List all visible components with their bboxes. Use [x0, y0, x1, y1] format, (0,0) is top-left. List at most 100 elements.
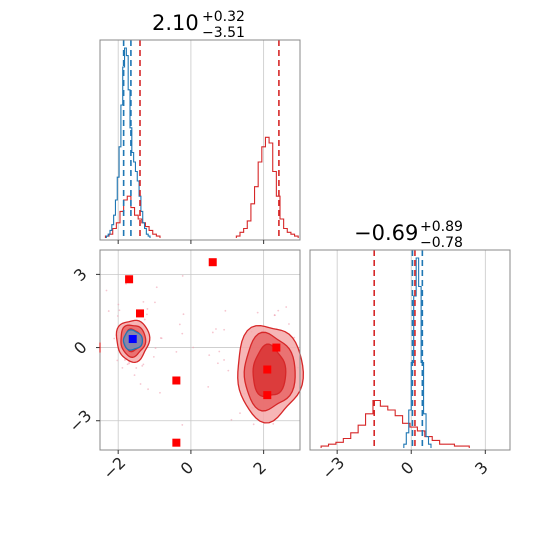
red-marker-0	[125, 275, 134, 284]
scatter-point-32	[135, 367, 138, 369]
scatter-point-158	[128, 362, 131, 365]
scatter-point-164	[175, 350, 178, 353]
red-marker-1	[136, 309, 144, 318]
title-top-left-minus: −3.51	[202, 25, 245, 41]
bottom-left-xtick-label-0: −2	[99, 453, 129, 483]
bottom-right-blue-histogram-0	[403, 257, 432, 448]
scatter-point-169	[155, 286, 158, 289]
top-left-red-histogram-1	[235, 136, 299, 238]
grid-lines-top-left	[117, 40, 265, 240]
title-bottom-right-value: −0.69	[354, 221, 418, 245]
scatter-point-5	[133, 374, 136, 376]
bottom-left-xtick-label-1: 0	[177, 458, 198, 479]
scatter-point-55	[121, 366, 124, 369]
title-bottom-right-plus: +0.89	[420, 219, 463, 235]
scatter-point-175	[256, 311, 259, 314]
frame-bottom-right	[309, 249, 511, 451]
scatter-point-167	[218, 350, 221, 353]
scatter-point-173	[147, 388, 149, 391]
scatter-point-23	[118, 309, 121, 312]
scatter-point-168	[178, 323, 181, 326]
top-left-blue-histogram-0	[105, 47, 151, 238]
scatter-point-30	[142, 300, 145, 303]
scatter-point-160	[181, 275, 184, 277]
panel-bottom-left: −2 0 2 3 0 −3	[65, 249, 304, 483]
bottom-left-xtick-label-2: 2	[249, 458, 270, 479]
scatter-point-163	[224, 309, 227, 312]
bottom-left-ytick-label-1: 0	[70, 338, 91, 359]
markers-bottom-left	[125, 258, 281, 447]
scatter-point-154	[273, 314, 276, 316]
scatter-point-143	[223, 359, 225, 361]
title-top-left-value: 2.10	[152, 11, 199, 35]
scatter-point-161	[139, 383, 142, 385]
title-bottom-right-minus: −0.78	[420, 235, 463, 251]
histograms-bottom-right	[320, 257, 470, 448]
title-top-left-plus: +0.32	[202, 9, 245, 25]
scatter-point-172	[216, 362, 219, 365]
bottom-right-xtick-label-0: −3	[318, 453, 348, 483]
scatter-point-62	[125, 282, 127, 285]
quantile-lines-top-left	[122, 40, 280, 240]
scatter-point-159	[215, 328, 217, 330]
scatter-point-177	[159, 337, 162, 339]
scatter-point-70	[293, 336, 296, 339]
scatter-point-29	[105, 289, 108, 292]
scatter-point-0	[181, 332, 184, 335]
scatter-point-135	[288, 323, 290, 325]
panel-bottom-right: −3 0 3 −0.69 +0.89 −0.78	[309, 219, 511, 483]
red-marker-4	[172, 438, 181, 447]
red-marker-6	[263, 391, 272, 400]
scatter-point-133	[252, 423, 255, 426]
scatter-point-47	[141, 364, 144, 367]
scatter-point-34	[146, 308, 149, 310]
scatter-point-155	[181, 424, 184, 426]
ticks-top-left	[117, 240, 265, 244]
scatter-point-59	[142, 363, 145, 366]
scatter-point-54	[143, 318, 146, 321]
scatter-point-180	[208, 354, 211, 357]
scatter-point-157	[116, 315, 119, 317]
histograms-top-left	[104, 47, 299, 238]
scatter-point-53	[154, 301, 156, 304]
scatter-point-174	[227, 369, 230, 372]
scatter-point-166	[117, 303, 120, 306]
scatter-point-179	[159, 391, 161, 394]
scatter-point-31	[154, 347, 157, 349]
scatter-point-19	[124, 359, 126, 361]
bottom-right-xtick-label-2: 3	[471, 458, 492, 479]
contours-bottom-left	[115, 319, 304, 424]
scatter-point-181	[223, 328, 226, 331]
scatter-point-165	[211, 331, 214, 334]
red-marker-3	[172, 376, 181, 385]
panel-top-left: 2.10 +0.32 −3.51	[99, 9, 301, 244]
scatter-point-66	[116, 359, 119, 362]
bottom-left-ytick-label-0: 3	[70, 264, 91, 285]
scatter-point-171	[192, 346, 195, 349]
red-marker-7	[272, 343, 281, 352]
quantile-lines-bottom-right	[373, 250, 424, 450]
bottom-right-xtick-label-1: 0	[397, 458, 418, 479]
red-marker-5	[263, 365, 272, 374]
bottom-left-ytick-label-2: −3	[65, 406, 95, 436]
scatter-point-60	[152, 356, 155, 358]
scatter-point-85	[230, 418, 233, 421]
scatter-point-170	[207, 385, 210, 388]
scatter-point-101	[285, 306, 288, 308]
top-left-red-histogram-0	[104, 195, 161, 238]
scatter-point-92	[277, 309, 280, 312]
bottom-right-red-histogram-0	[320, 399, 470, 448]
red-marker-2	[208, 258, 217, 267]
scatter-point-156	[182, 313, 185, 316]
grid-lines-bottom-right	[336, 250, 486, 450]
blue-marker	[128, 335, 137, 344]
frame-top-left	[99, 39, 301, 241]
scatter-point-15	[113, 337, 116, 340]
ticks-bottom-right: −3 0 3	[318, 450, 492, 483]
scatter-point-116	[272, 423, 275, 425]
scatter-point-63	[146, 313, 148, 316]
scatter-point-125	[239, 412, 241, 415]
scatter-point-38	[126, 363, 129, 366]
scatter-point-21	[107, 310, 110, 312]
